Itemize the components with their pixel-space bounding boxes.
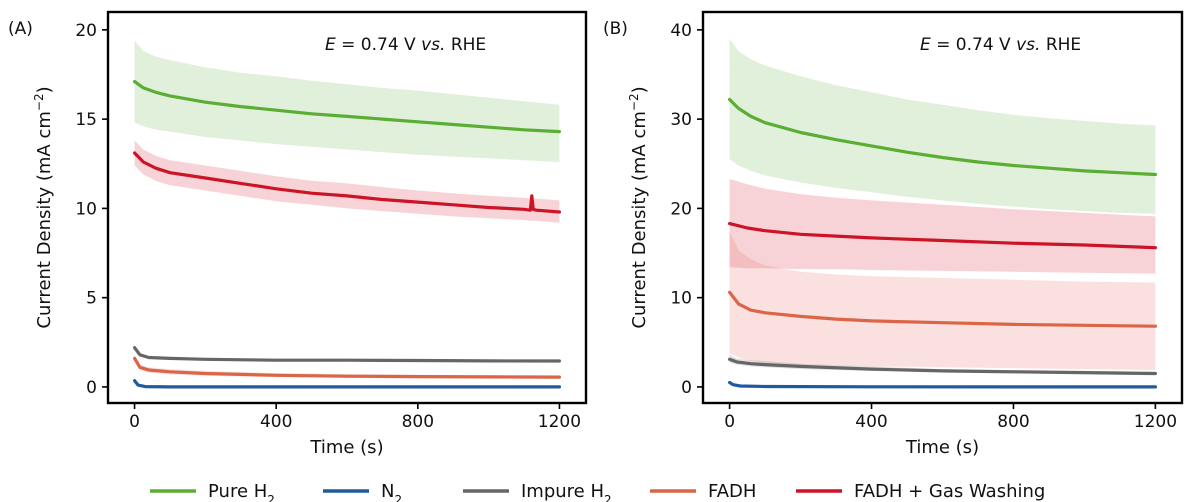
panel-a: 0 400 800 1200 0 5 10 15 20 Time (s) Current Densi…	[8, 10, 588, 458]
x-tick-label: 0	[724, 412, 735, 432]
plot-frame	[106, 10, 588, 405]
x-tick-label: 800	[997, 412, 1029, 432]
series-line-impure_h2	[133, 346, 561, 363]
series-line-fadh	[728, 290, 1157, 328]
y-tick-label: 0	[681, 378, 692, 398]
panel-b: 0 400 800 1200 0 10 20 30 40 Time (s) Current Dens…	[603, 10, 1184, 458]
series-line-pure_h2	[728, 97, 1157, 177]
plot-area	[133, 40, 561, 389]
x-tick-label: 0	[129, 412, 140, 432]
x-tick-label: 400	[260, 412, 292, 432]
y-tick-label: 30	[670, 110, 692, 130]
potential-annotation: E = 0.74 V vs. RHE	[325, 35, 486, 55]
legend-label-fadh: FADH	[708, 481, 756, 502]
legend-label-n2: N2	[381, 481, 402, 502]
legend-label-pure_h2: Pure H2	[208, 481, 275, 502]
series-line-fadh	[133, 356, 561, 379]
series-line-n2	[728, 380, 1157, 389]
y-tick-label: 40	[670, 21, 692, 41]
y-tick-label: 10	[670, 289, 692, 309]
y-tick-label: 0	[86, 378, 97, 398]
series-line-impure_h2	[728, 357, 1157, 376]
x-tick-label: 800	[402, 412, 434, 432]
legend: Pure H2 N2 Impure H2 FADH FADH + Gas Washing	[150, 481, 1045, 502]
y-axis-title: Current Density (mA cm−2)	[32, 86, 55, 328]
y-tick-label: 10	[75, 199, 97, 219]
legend-label-impure_h2: Impure H2	[521, 481, 612, 502]
x-axis-title: Time (s)	[309, 437, 383, 458]
y-tick-label: 20	[670, 199, 692, 219]
x-axis-title: Time (s)	[905, 437, 979, 458]
band-pure_h2	[134, 40, 560, 162]
band-fadh_gas	[134, 140, 560, 223]
series-line-fadh_gas	[133, 151, 561, 214]
band-fadh_gas	[729, 178, 1156, 274]
y-tick-label: 15	[75, 110, 97, 130]
panel-label: (B)	[603, 19, 628, 39]
x-tick-label: 1200	[1134, 412, 1177, 432]
plot-area	[728, 38, 1157, 389]
x-tick-label: 1200	[538, 412, 581, 432]
series-line-fadh_gas	[728, 222, 1157, 250]
panel-label: (A)	[8, 19, 33, 39]
y-tick-label: 20	[75, 21, 97, 41]
legend-label-fadh_gas: FADH + Gas Washing	[854, 481, 1045, 502]
band-pure_h2	[729, 38, 1156, 214]
plot-frame	[701, 10, 1184, 405]
y-axis-title: Current Density (mA cm−2)	[627, 86, 650, 328]
band-fadh	[729, 231, 1156, 370]
y-tick-label: 5	[86, 289, 97, 309]
potential-annotation: E = 0.74 V vs. RHE	[920, 35, 1081, 55]
series-line-n2	[133, 379, 561, 389]
series-line-pure_h2	[133, 80, 561, 134]
x-tick-label: 400	[855, 412, 887, 432]
